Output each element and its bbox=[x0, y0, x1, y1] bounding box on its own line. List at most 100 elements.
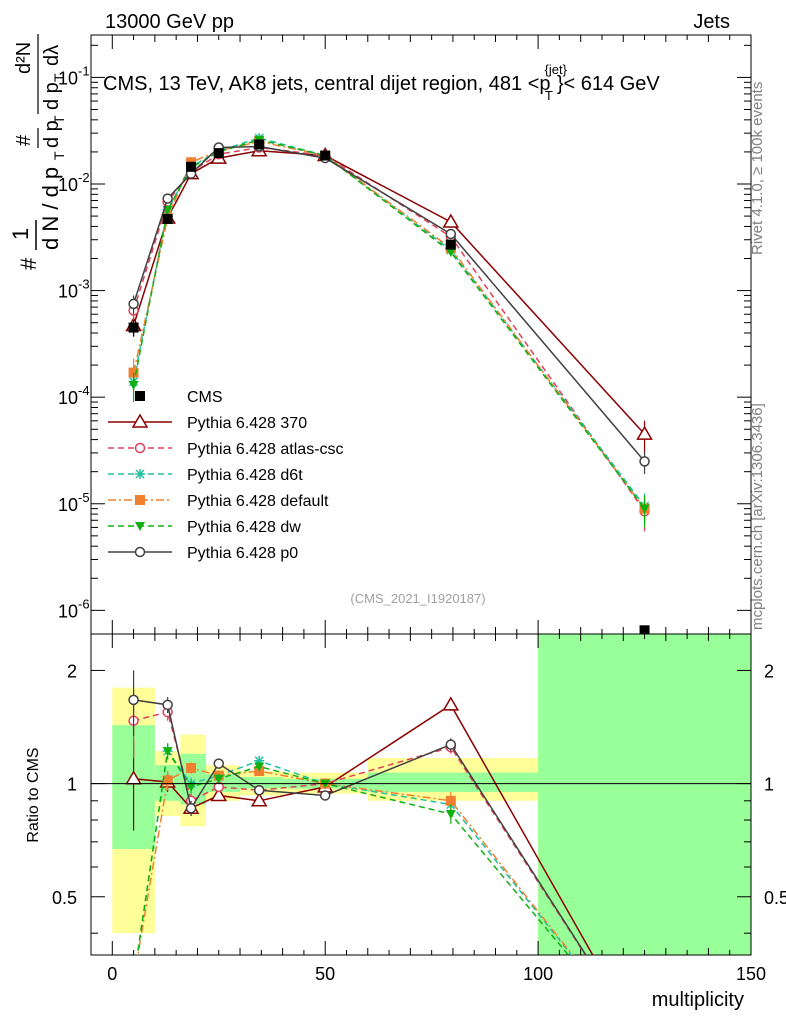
plot-title: CMS, 13 TeV, AK8 jets, central dijet reg… bbox=[103, 62, 660, 103]
ratio-bands bbox=[112, 634, 751, 955]
ratio-point-dw-6 bbox=[445, 810, 456, 820]
legend-marker-p370 bbox=[131, 413, 149, 428]
ratio-point-p370-3 bbox=[210, 786, 228, 802]
line-d6t bbox=[132, 137, 646, 507]
legend-item-d6t: Pythia 6.428 d6t bbox=[108, 467, 303, 484]
top-ytick-label-0: 10-6 bbox=[58, 596, 90, 621]
ratio-line-dw bbox=[136, 749, 570, 955]
point-cms-6 bbox=[445, 239, 456, 250]
ratio-ytick-label-1: 1 bbox=[67, 775, 77, 795]
ratio-point-p0-1 bbox=[162, 699, 173, 711]
ratio-ylabel: Ratio to CMS bbox=[25, 747, 42, 842]
xlabel: multiplicity bbox=[652, 989, 744, 1011]
point-dw-7 bbox=[639, 504, 650, 514]
legend-item-default: Pythia 6.428 default bbox=[108, 493, 329, 510]
legend-label-p0: Pythia 6.428 p0 bbox=[187, 545, 298, 562]
ratio-ytick-label-r-1: 1 bbox=[764, 775, 774, 795]
legend: CMS Pythia 6.428 370 Pythia 6.428 atlas-cs… bbox=[108, 389, 344, 562]
ratio-point-dw-3 bbox=[213, 774, 224, 784]
series-cms bbox=[128, 139, 650, 634]
ratio-point-p0-6 bbox=[445, 739, 457, 750]
main-series bbox=[125, 133, 653, 634]
point-cms-0 bbox=[128, 322, 139, 333]
header-right: Jets bbox=[693, 11, 730, 33]
ylabel-hash: # bbox=[16, 257, 41, 270]
plot-title-sub: T bbox=[545, 88, 553, 103]
legend-marker-default bbox=[135, 495, 145, 505]
top-ylabel: # 1 d N / d p T # d p T d²N d p T dλ bbox=[8, 34, 67, 270]
ratio-line-d6t bbox=[136, 749, 573, 955]
point-cms-1 bbox=[162, 213, 173, 224]
ratio-point-dw-2 bbox=[186, 782, 197, 792]
ratio-point-p370-6 bbox=[442, 696, 460, 711]
analysis-watermark: (CMS_2021_I1920187) bbox=[350, 591, 485, 606]
point-dw-6 bbox=[445, 248, 456, 258]
point-cms-3 bbox=[213, 148, 224, 159]
legend-item-p370: Pythia 6.428 370 bbox=[108, 413, 307, 432]
ratio-point-default-1 bbox=[162, 775, 173, 786]
ratio-point-p370-4 bbox=[250, 792, 268, 807]
point-cms-7 bbox=[639, 625, 650, 634]
point-p0-6 bbox=[445, 228, 457, 240]
point-p0-0 bbox=[128, 298, 139, 310]
legend-label-p370: Pythia 6.428 370 bbox=[187, 415, 307, 432]
top-ytick-label-1: 10-5 bbox=[58, 490, 90, 515]
point-cms-4 bbox=[254, 139, 265, 150]
ratio-ytick-label-2: 2 bbox=[67, 661, 77, 681]
legend-item-atlas_csc: Pythia 6.428 atlas-csc bbox=[108, 441, 344, 458]
legend-marker-atlas_csc bbox=[134, 442, 146, 454]
ylabel-hash-top: # bbox=[13, 134, 35, 146]
ratio-point-dw-4 bbox=[254, 762, 265, 772]
ylabel-dlambda: dλ bbox=[41, 45, 63, 66]
point-cms-2 bbox=[186, 161, 197, 172]
legend-item-p0: Pythia 6.428 p0 bbox=[108, 545, 298, 562]
xtick-label-3: 150 bbox=[736, 964, 766, 984]
legend-label-cms: CMS bbox=[187, 389, 223, 406]
ratio-ytick-label-0: 0.5 bbox=[52, 888, 77, 908]
ylabel-dn-dpt-sub: T bbox=[51, 151, 67, 160]
legend-item-dw: Pythia 6.428 dw bbox=[108, 519, 301, 536]
legend-label-atlas_csc: Pythia 6.428 atlas-csc bbox=[187, 441, 344, 458]
header-left: 13000 GeV pp bbox=[105, 11, 234, 33]
point-p370-7 bbox=[636, 425, 653, 440]
band-inner-4 bbox=[240, 777, 283, 789]
ratio-point-p0-0 bbox=[128, 694, 139, 706]
ratio-series bbox=[125, 670, 594, 955]
legend-label-dw: Pythia 6.428 dw bbox=[187, 519, 301, 536]
point-dw-0 bbox=[128, 381, 139, 391]
line-p0 bbox=[132, 145, 646, 462]
legend-label-default: Pythia 6.428 default bbox=[187, 493, 329, 510]
top-ytick-label-2: 10-4 bbox=[58, 383, 90, 408]
ratio-point-p0-3 bbox=[213, 758, 224, 769]
xtick-label-0: 0 bbox=[107, 964, 117, 984]
rivet-label: Rivet 4.1.0, ≥ 100k events bbox=[749, 82, 766, 255]
xtick-label-1: 50 bbox=[315, 964, 335, 984]
ylabel-dn-dpt: d N / d p bbox=[38, 167, 63, 250]
line-dw bbox=[132, 138, 646, 510]
ratio-point-default-2 bbox=[186, 763, 197, 774]
ratio-point-p0-4 bbox=[253, 785, 265, 796]
legend-item-cms: CMS bbox=[135, 389, 223, 406]
bottom-frame bbox=[90, 633, 752, 956]
xtick-label-2: 100 bbox=[523, 964, 553, 984]
ylabel-one: 1 bbox=[8, 228, 33, 240]
band-inner-6 bbox=[367, 772, 539, 792]
ylabel-dpt: d p bbox=[41, 120, 63, 148]
legend-marker-dw bbox=[135, 522, 145, 531]
ylabel-dpt-sub: T bbox=[51, 115, 67, 124]
ylabel-dpt-2-sub: T bbox=[51, 73, 67, 82]
plot-title-sup: {jet} bbox=[545, 62, 568, 77]
ratio-point-p0-5 bbox=[319, 790, 331, 801]
plot-title-tail: }< 614 GeV bbox=[557, 73, 661, 95]
ratio-line-p0 bbox=[133, 699, 587, 955]
point-cms-5 bbox=[320, 150, 331, 161]
legend-marker-cms bbox=[135, 391, 145, 401]
ratio-ytick-label-r-0: 0.5 bbox=[764, 888, 786, 908]
ylabel-d2n: d²N bbox=[13, 42, 35, 74]
mcplots-label: mcplots.cern.ch [arXiv:1306.3436] bbox=[749, 403, 766, 630]
ratio-point-default-6 bbox=[445, 795, 456, 806]
ylabel-dpt-2: d p bbox=[41, 82, 63, 110]
line-default bbox=[132, 140, 646, 510]
